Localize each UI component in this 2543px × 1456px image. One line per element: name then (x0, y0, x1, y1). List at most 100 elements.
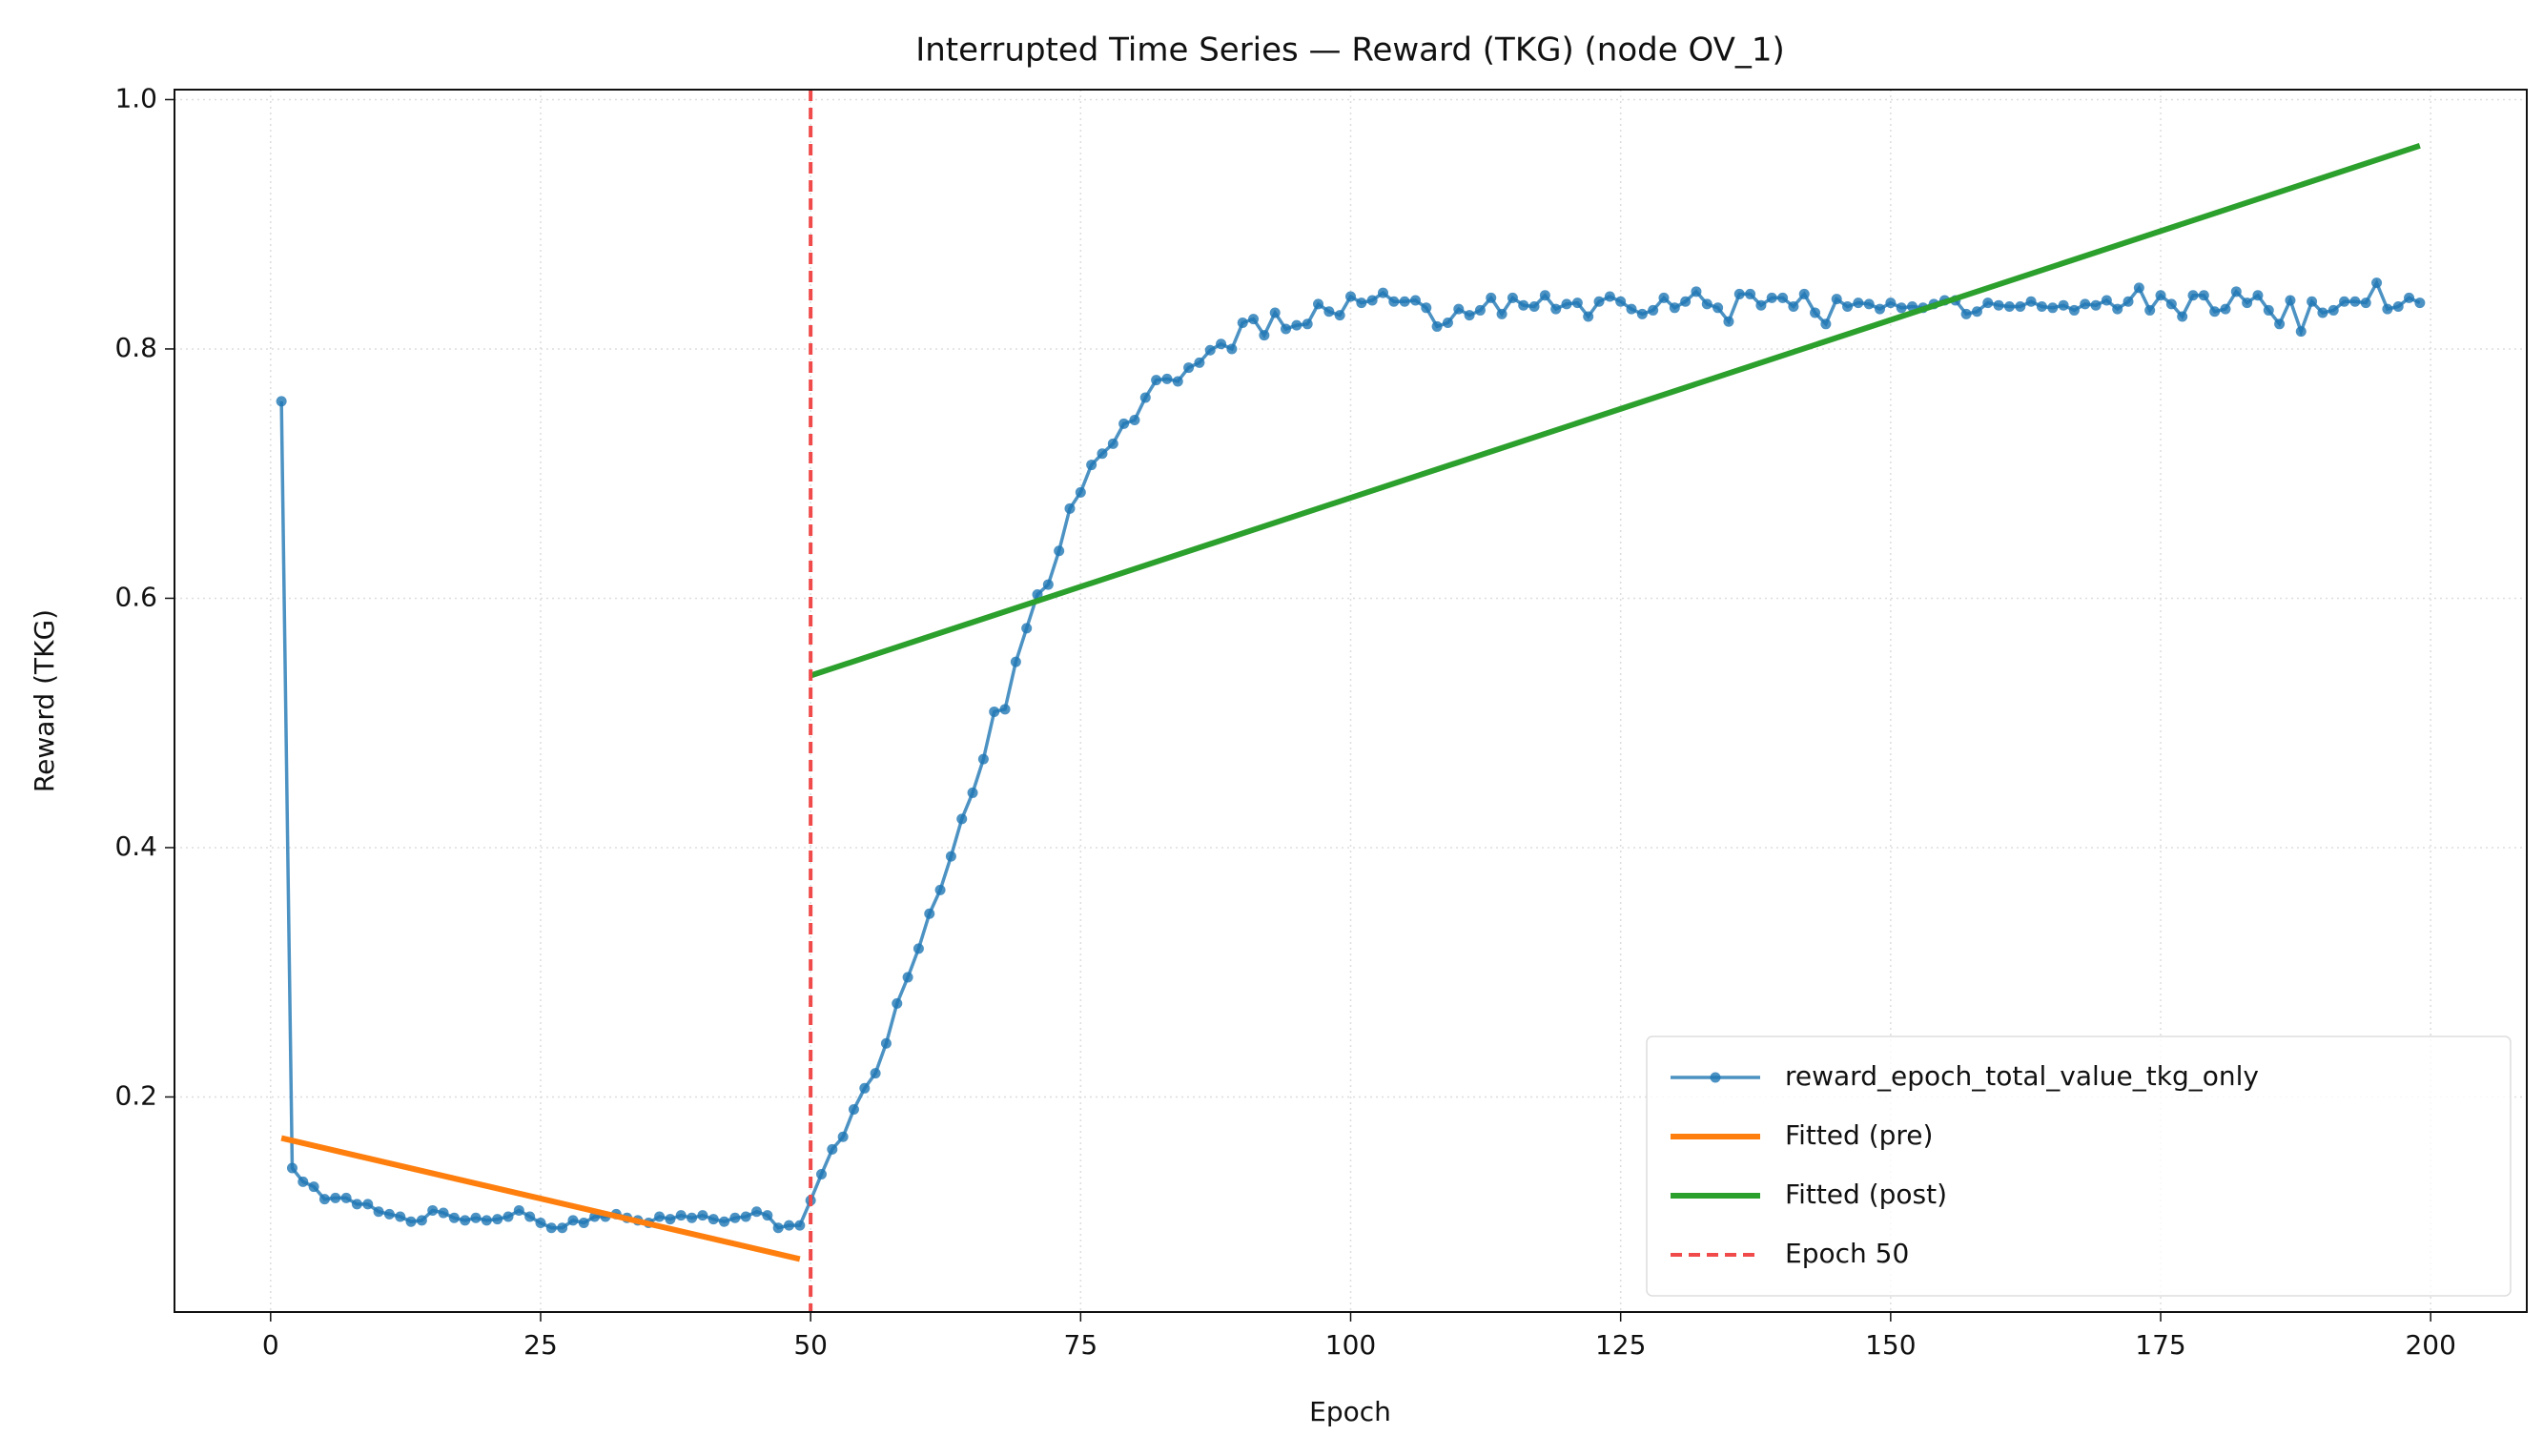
data-point (1172, 376, 1183, 387)
data-point (1885, 297, 1897, 309)
data-point (2068, 304, 2080, 316)
data-point (1745, 288, 1756, 299)
data-point (2155, 290, 2166, 301)
data-point (1054, 545, 1065, 557)
data-point (654, 1211, 666, 1222)
legend-marker (1710, 1072, 1721, 1083)
data-point (1798, 288, 1810, 299)
data-point (2307, 296, 2318, 307)
data-point (405, 1216, 417, 1227)
data-point (2058, 299, 2069, 311)
chart-title: Interrupted Time Series — Reward (TKG) (… (915, 31, 1785, 70)
data-point (492, 1214, 503, 1225)
data-point (924, 908, 935, 919)
data-point (340, 1192, 352, 1203)
data-point (513, 1204, 524, 1216)
data-point (719, 1216, 730, 1227)
data-point (934, 884, 946, 895)
data-point (1453, 303, 1465, 315)
data-point (2285, 295, 2296, 306)
data-point (1281, 323, 1292, 335)
legend-label: Epoch 50 (1785, 1238, 1909, 1269)
data-point (1636, 308, 1648, 319)
data-point (2230, 286, 2242, 297)
y-tick-label: 0.2 (114, 1079, 157, 1111)
data-point (1042, 579, 1054, 590)
data-point (1334, 310, 1345, 321)
data-point (276, 396, 287, 407)
data-point (2414, 297, 2426, 309)
data-point (2382, 303, 2393, 315)
data-point (848, 1104, 859, 1116)
data-point (1604, 291, 1615, 302)
data-point (1366, 295, 1378, 306)
data-point (2392, 301, 2404, 313)
data-point (2025, 296, 2037, 307)
data-point (416, 1215, 427, 1226)
data-point (502, 1211, 514, 1222)
data-point (1269, 307, 1281, 318)
data-point (286, 1162, 297, 1174)
data-point (729, 1212, 741, 1223)
data-point (1842, 301, 1854, 313)
y-tick-label: 0.6 (114, 581, 157, 612)
data-point (2242, 297, 2253, 309)
plot-frame (174, 89, 2528, 1313)
data-point (687, 1212, 698, 1223)
x-tick-label: 150 (1865, 1329, 1916, 1361)
y-tick-label: 0.4 (114, 831, 157, 862)
data-point (297, 1176, 309, 1187)
data-point (1409, 295, 1421, 306)
y-tick-label: 1.0 (114, 82, 157, 113)
legend-label: Fitted (post) (1785, 1179, 1947, 1210)
data-point (330, 1192, 341, 1203)
data-point (1971, 306, 1982, 318)
data-point (1194, 357, 1205, 368)
data-point (2101, 295, 2112, 306)
x-tick-label: 0 (262, 1329, 279, 1361)
data-point (2317, 307, 2328, 318)
data-point (1421, 302, 1432, 314)
data-point (2295, 326, 2307, 338)
data-point (1259, 330, 1270, 341)
data-point (557, 1222, 568, 1234)
data-point (665, 1214, 676, 1225)
data-point (1669, 302, 1680, 314)
data-point (2090, 299, 2102, 311)
data-point (524, 1211, 536, 1222)
data-point (740, 1211, 751, 1222)
data-point (535, 1218, 546, 1229)
data-point (2360, 297, 2371, 309)
data-point (2349, 296, 2361, 307)
data-point (1399, 296, 1410, 307)
data-point (2112, 303, 2123, 315)
data-point (1010, 656, 1021, 667)
data-point (395, 1211, 406, 1222)
data-point (351, 1199, 362, 1210)
data-point (1161, 373, 1173, 384)
data-point (1496, 308, 1507, 319)
data-point (2328, 304, 2339, 316)
fit-line (810, 142, 2421, 679)
data-point (1356, 297, 1367, 309)
data-point (1021, 623, 1033, 634)
data-point (1302, 318, 1313, 330)
data-point (470, 1212, 482, 1223)
data-point (892, 997, 903, 1009)
data-point (708, 1214, 719, 1225)
data-point (1982, 297, 1994, 309)
data-point (578, 1218, 589, 1229)
x-tick-label: 25 (523, 1329, 558, 1361)
data-point (545, 1222, 557, 1234)
data-point (1151, 375, 1162, 386)
data-point (1993, 299, 2004, 311)
data-point (1896, 302, 1907, 314)
data-point (1539, 290, 1550, 301)
data-point (2404, 292, 2415, 303)
data-point (1863, 298, 1875, 310)
x-tick-label: 200 (2405, 1329, 2455, 1361)
data-point (1345, 291, 1356, 302)
data-point (460, 1215, 471, 1226)
data-point (1064, 502, 1076, 514)
data-point (1777, 292, 1789, 303)
